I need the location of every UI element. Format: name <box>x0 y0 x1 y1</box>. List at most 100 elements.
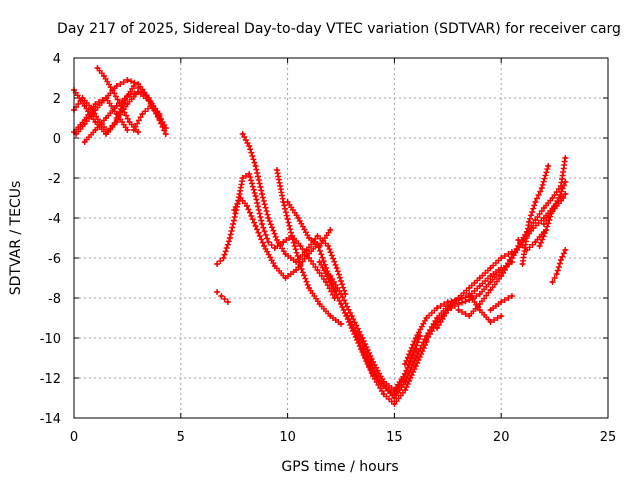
data-point <box>339 302 343 306</box>
data-point <box>125 128 129 132</box>
data-point <box>392 396 396 400</box>
data-point <box>132 84 136 88</box>
y-tick-label: -2 <box>48 172 61 187</box>
data-point <box>125 78 129 82</box>
series-track-23 <box>466 291 505 325</box>
series-track-24 <box>487 293 515 313</box>
data-point <box>478 284 482 288</box>
data-point <box>382 392 386 396</box>
data-point <box>290 234 294 238</box>
data-point <box>478 276 482 280</box>
data-point <box>93 120 97 124</box>
data-point <box>115 120 119 124</box>
data-point <box>110 88 114 92</box>
data-point <box>542 216 546 220</box>
data-point <box>262 244 266 248</box>
data-point <box>403 388 407 392</box>
data-point <box>83 140 87 144</box>
data-point <box>446 300 450 304</box>
data-point <box>260 192 264 196</box>
data-point <box>104 116 108 120</box>
data-point <box>281 240 285 244</box>
x-tick-label: 0 <box>70 430 78 445</box>
data-point <box>296 216 300 220</box>
data-point <box>298 264 302 268</box>
series-track-26 <box>519 163 552 267</box>
data-point <box>551 280 554 284</box>
data-point <box>318 302 322 306</box>
data-point <box>294 268 298 272</box>
data-point <box>316 268 319 272</box>
y-tick-label: 0 <box>53 132 61 147</box>
data-point <box>83 104 87 108</box>
data-point <box>548 212 552 216</box>
data-point <box>435 316 439 320</box>
y-tick-label: -10 <box>40 332 61 347</box>
data-point <box>328 274 332 278</box>
data-point <box>115 84 119 88</box>
data-point <box>489 288 492 292</box>
data-point <box>266 240 270 244</box>
data-point <box>563 156 567 160</box>
data-point <box>499 274 503 278</box>
data-point <box>147 98 151 102</box>
data-point <box>104 96 108 100</box>
y-tick-label: -8 <box>48 292 61 307</box>
data-point <box>266 216 270 220</box>
data-point <box>324 280 328 284</box>
data-point <box>102 74 106 78</box>
data-point <box>414 364 418 368</box>
data-point <box>226 300 230 304</box>
data-point <box>489 266 492 270</box>
y-axis-label: SDTVAR / TECUs <box>8 181 24 296</box>
data-point <box>516 238 520 242</box>
data-point <box>318 260 322 264</box>
data-point <box>542 206 546 210</box>
data-point <box>326 244 330 248</box>
data-point <box>563 248 567 252</box>
data-point <box>93 128 97 132</box>
data-point <box>281 200 285 204</box>
data-point <box>339 322 343 326</box>
data-point <box>157 112 161 116</box>
data-point <box>222 256 225 260</box>
data-point <box>533 218 537 222</box>
data-point <box>525 248 529 252</box>
data-point <box>531 226 535 230</box>
data-point <box>467 314 471 318</box>
data-point <box>414 336 418 340</box>
data-point <box>557 196 561 200</box>
series-track-11 <box>239 131 349 297</box>
data-point <box>307 286 311 290</box>
data-point <box>563 180 567 184</box>
x-tick-label: 5 <box>177 430 185 445</box>
data-point <box>106 130 110 134</box>
data-point <box>228 236 232 240</box>
y-tick-label: -6 <box>48 252 61 267</box>
data-point <box>371 372 375 376</box>
data-point <box>93 102 97 106</box>
data-point <box>544 228 548 232</box>
data-point <box>345 314 349 318</box>
data-point <box>538 244 542 248</box>
data-point <box>164 132 168 136</box>
data-point <box>286 200 290 204</box>
data-point <box>335 266 339 270</box>
data-point <box>93 108 97 112</box>
series-track-21 <box>434 249 515 331</box>
data-point <box>542 230 546 234</box>
data-point <box>551 196 554 200</box>
chart-title: Day 217 of 2025, Sidereal Day-to-day VTE… <box>57 21 621 37</box>
series-track-30 <box>540 195 567 227</box>
data-point <box>96 66 99 70</box>
data-point <box>339 292 343 296</box>
data-point <box>563 192 567 196</box>
series-track-08 <box>81 89 163 145</box>
data-point <box>414 356 418 360</box>
series-track-10 <box>231 195 338 293</box>
data-point <box>305 254 309 258</box>
data-point <box>499 314 503 318</box>
data-point <box>527 220 531 224</box>
data-point <box>561 196 565 200</box>
